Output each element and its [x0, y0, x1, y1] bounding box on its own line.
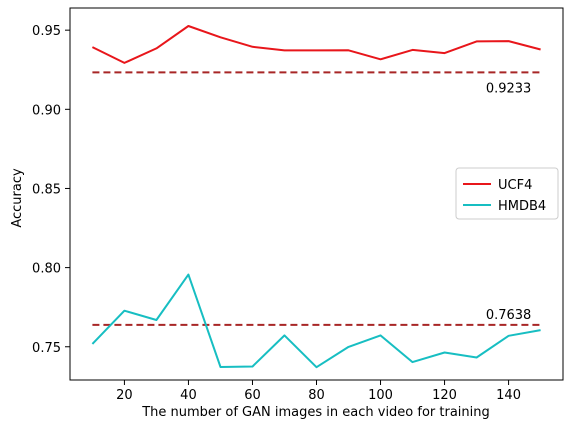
- legend: UCF4 HMDB4: [456, 168, 558, 219]
- y-tick-label: 0.80: [32, 262, 61, 277]
- x-tick-label: 80: [308, 388, 325, 403]
- y-tick-label: 0.90: [32, 103, 61, 118]
- x-tick-label: 100: [368, 388, 393, 403]
- legend-entry: UCF4: [498, 178, 532, 193]
- y-tick-label: 0.75: [32, 341, 61, 356]
- x-tick-label: 120: [432, 388, 457, 403]
- x-axis-label: The number of GAN images in each video f…: [141, 405, 490, 420]
- x-tick-label: 20: [116, 388, 133, 403]
- series-line-ucf4: [92, 26, 540, 63]
- reference-line-label: 0.9233: [486, 81, 532, 96]
- series-line-hmdb4: [92, 275, 540, 368]
- x-tick-label: 40: [180, 388, 197, 403]
- legend-entry: HMDB4: [498, 199, 546, 214]
- y-axis-ticks: 0.75 0.80 0.85 0.90 0.95: [32, 24, 70, 356]
- x-tick-label: 60: [244, 388, 261, 403]
- y-tick-label: 0.95: [32, 24, 61, 39]
- x-tick-label: 140: [496, 388, 521, 403]
- x-axis-ticks: 20 40 60 80 100 120 140: [116, 380, 521, 403]
- y-axis-label: Accuracy: [10, 168, 25, 228]
- y-tick-label: 0.85: [32, 182, 61, 197]
- reference-line-label: 0.7638: [486, 308, 532, 323]
